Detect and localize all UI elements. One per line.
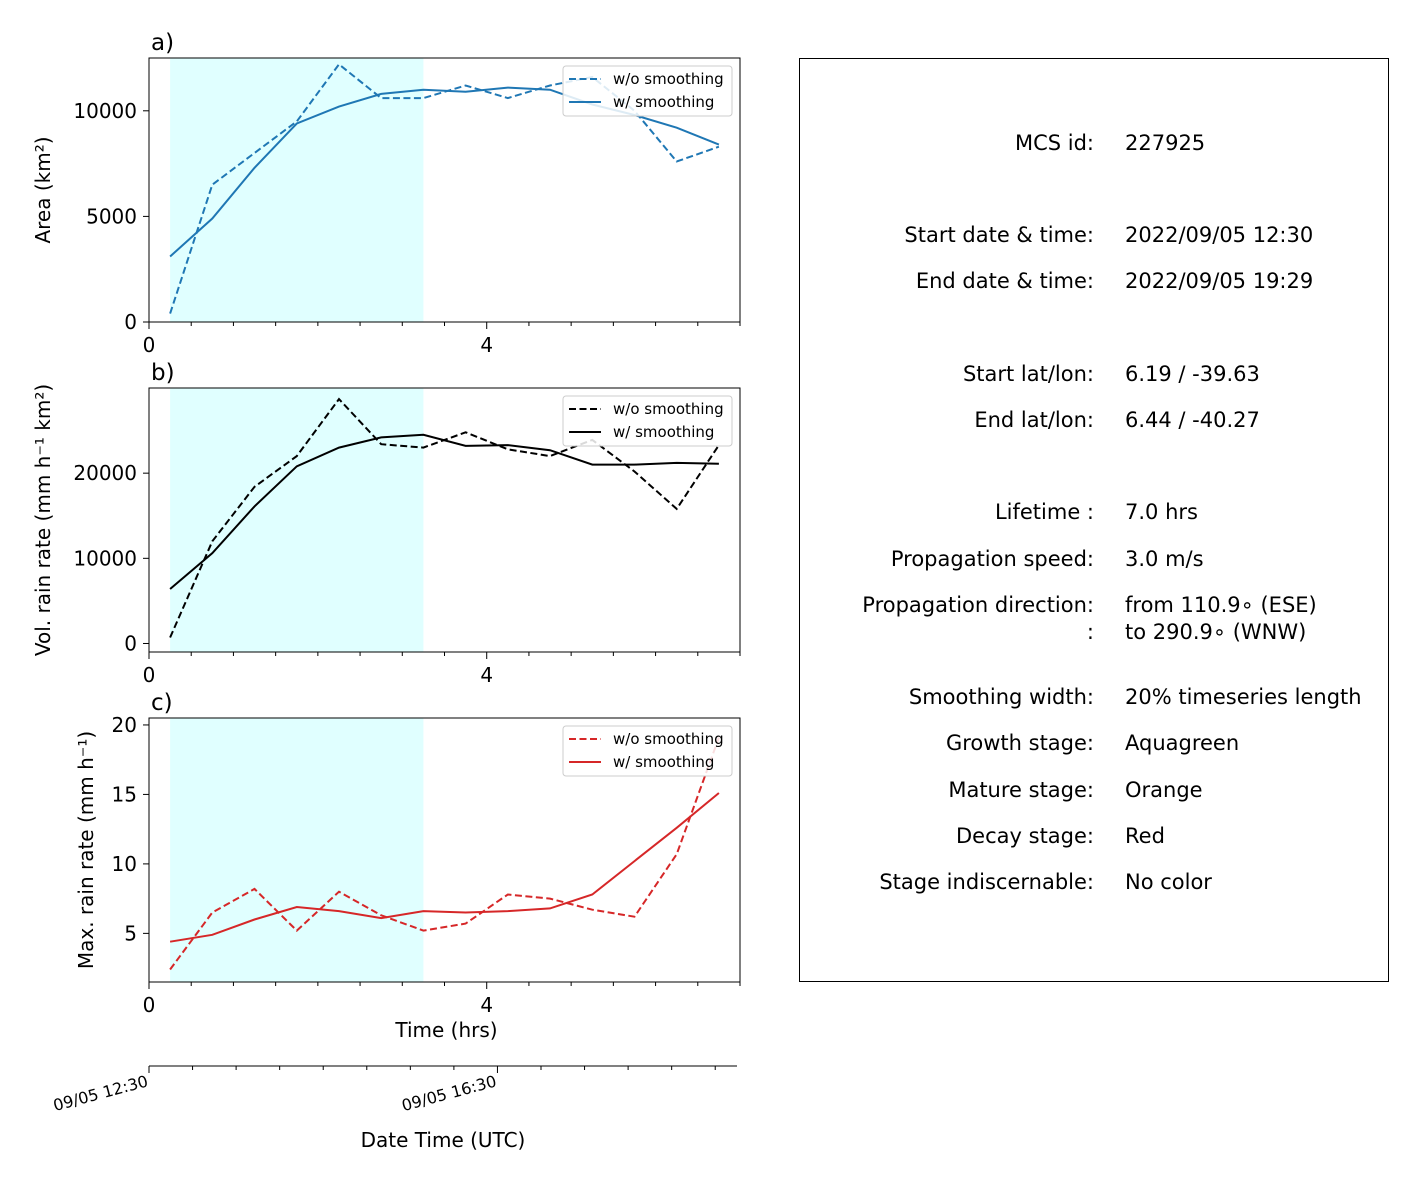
- info-value: 20% timeseries length: [1125, 685, 1362, 709]
- info-label: Lifetime :: [994, 500, 1094, 524]
- panel-label: c): [151, 690, 173, 716]
- legend-box: [562, 65, 733, 117]
- info-label: Stage indiscernable:: [879, 870, 1094, 894]
- secondary-x-tick-label: 09/05 12:30: [51, 1072, 150, 1116]
- info-value: No color: [1125, 870, 1212, 894]
- growth-stage-shading: [170, 388, 424, 652]
- info-value: 2022/09/05 12:30: [1125, 223, 1314, 247]
- legend-label: w/ smoothing: [613, 753, 714, 771]
- x-tick-label: 0: [143, 663, 156, 687]
- info-label: Propagation speed:: [890, 547, 1094, 571]
- x-tick-label: 4: [480, 993, 493, 1017]
- panel-label: b): [151, 360, 175, 386]
- legend-label: w/ smoothing: [613, 423, 714, 441]
- info-label: Start date & time:: [904, 223, 1094, 247]
- y-tick-label: 5: [124, 921, 137, 945]
- info-value: 7.0 hrs: [1125, 500, 1198, 524]
- info-label: End lat/lon:: [974, 408, 1094, 432]
- info-value: from 110.9∘ (ESE): [1125, 593, 1317, 617]
- y-tick-label: 0: [124, 631, 137, 655]
- info-label: Propagation direction:: [862, 593, 1094, 617]
- legend-label: w/o smoothing: [613, 70, 724, 88]
- info-label: Start lat/lon:: [962, 362, 1094, 386]
- info-value: Aquagreen: [1125, 731, 1240, 755]
- growth-stage-shading: [170, 58, 424, 322]
- x-tick-label: 4: [480, 333, 493, 357]
- info-value: 6.19 / -39.63: [1125, 362, 1260, 386]
- info-label: Smoothing width:: [908, 685, 1094, 709]
- legend-label: w/ smoothing: [613, 93, 714, 111]
- info-label: Decay stage:: [956, 824, 1094, 848]
- x-axis-label: Time (hrs): [394, 1018, 497, 1042]
- chart-panel-2: 0 10000 20000 0 4 b) Vol. rain rate (mm h⁻¹ km…: [31, 360, 741, 687]
- legend: w/o smoothing w/ smoothing: [562, 395, 733, 447]
- x-tick-label: 4: [480, 663, 493, 687]
- legend-box: [562, 395, 733, 447]
- y-tick-label: 20000: [73, 461, 137, 485]
- info-value: 6.44 / -40.27: [1125, 408, 1260, 432]
- y-tick-label: 20: [112, 713, 137, 737]
- y-axis-label: Area (km²): [31, 136, 55, 243]
- y-tick-label: 10: [112, 852, 137, 876]
- x-tick-label: 0: [143, 993, 156, 1017]
- info-value: 2022/09/05 19:29: [1125, 269, 1314, 293]
- legend-label: w/o smoothing: [613, 400, 724, 418]
- y-tick-label: 0: [124, 310, 137, 334]
- info-label: :: [1086, 620, 1094, 644]
- y-tick-label: 10000: [73, 99, 137, 123]
- legend-box: [562, 725, 733, 777]
- info-value: Orange: [1125, 778, 1203, 802]
- chart-panel-1: 0 5000 10000 0 4 a) Area (km²) w/o smoothing w/ …: [31, 30, 741, 357]
- growth-stage-shading: [170, 718, 424, 982]
- y-tick-label: 15: [112, 782, 137, 806]
- secondary-x-axis-label: Date Time (UTC): [361, 1128, 526, 1152]
- chart-panel-3: 5 10 15 20 0 4 c) Max. rain rate (mm h⁻¹) w/o sm…: [51, 690, 741, 1152]
- legend: w/o smoothing w/ smoothing: [562, 725, 733, 777]
- y-tick-label: 5000: [86, 204, 137, 228]
- info-value: 227925: [1125, 131, 1206, 155]
- secondary-x-axis: 09/05 12:30 09/05 16:30 Date Time (UTC): [51, 1065, 737, 1152]
- info-label: Growth stage:: [945, 731, 1094, 755]
- y-axis-label: Vol. rain rate (mm h⁻¹ km²): [31, 384, 55, 656]
- series-line-unsmoothed: [169, 737, 720, 971]
- info-value: 3.0 m/s: [1125, 547, 1204, 571]
- info-panel: MCS id: 227925 Start date & time: 2022/0…: [799, 58, 1389, 982]
- legend-label: w/o smoothing: [613, 730, 724, 748]
- legend: w/o smoothing w/ smoothing: [562, 65, 733, 117]
- info-label: Mature stage:: [948, 778, 1094, 802]
- info-value: Red: [1125, 824, 1165, 848]
- y-tick-label: 10000: [73, 546, 137, 570]
- info-label: End date & time:: [915, 269, 1094, 293]
- y-axis-label: Max. rain rate (mm h⁻¹): [74, 731, 98, 969]
- series-line-smoothed: [169, 433, 719, 590]
- x-tick-label: 0: [143, 333, 156, 357]
- secondary-x-tick-label: 09/05 16:30: [400, 1072, 499, 1116]
- info-value: to 290.9∘ (WNW): [1125, 620, 1307, 644]
- series-line-unsmoothed: [169, 62, 720, 314]
- info-label: MCS id:: [1014, 131, 1094, 155]
- panel-label: a): [151, 30, 174, 56]
- series-line-smoothed: [169, 792, 720, 943]
